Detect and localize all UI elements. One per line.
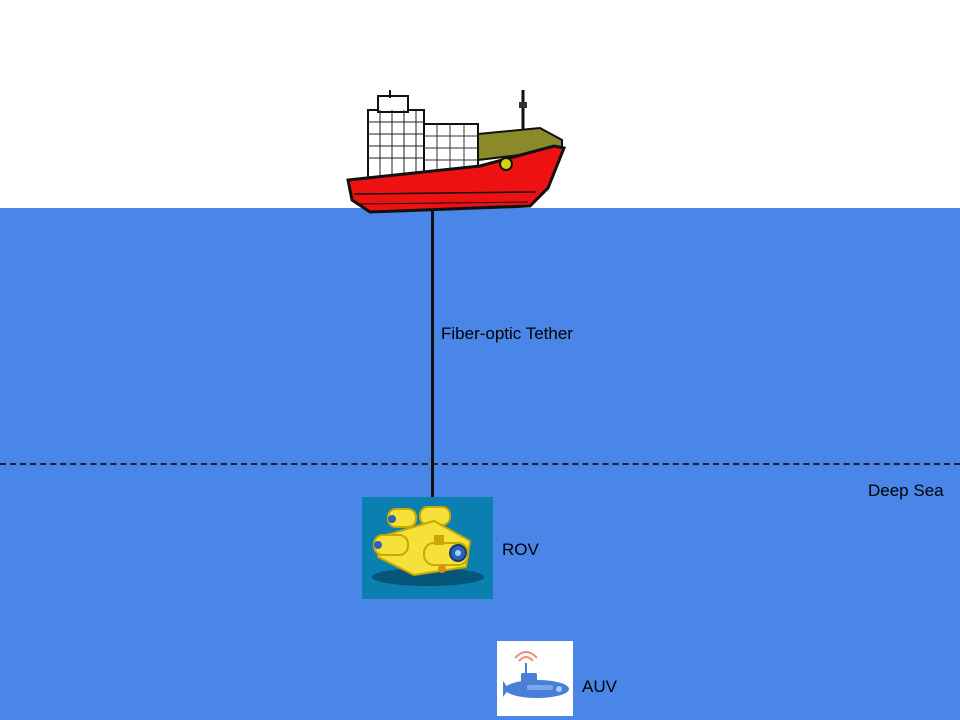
deep-sea-boundary-line: [0, 463, 960, 465]
tether-label: Fiber-optic Tether: [441, 324, 573, 343]
fiber-optic-tether-line: [431, 210, 434, 498]
ship-icon: [340, 88, 570, 220]
deep-sea-label: Deep Sea: [868, 481, 944, 500]
auv-label: AUV: [582, 677, 617, 696]
rov-icon: [362, 497, 493, 599]
rov-label: ROV: [502, 540, 539, 559]
auv-icon: [497, 641, 573, 716]
